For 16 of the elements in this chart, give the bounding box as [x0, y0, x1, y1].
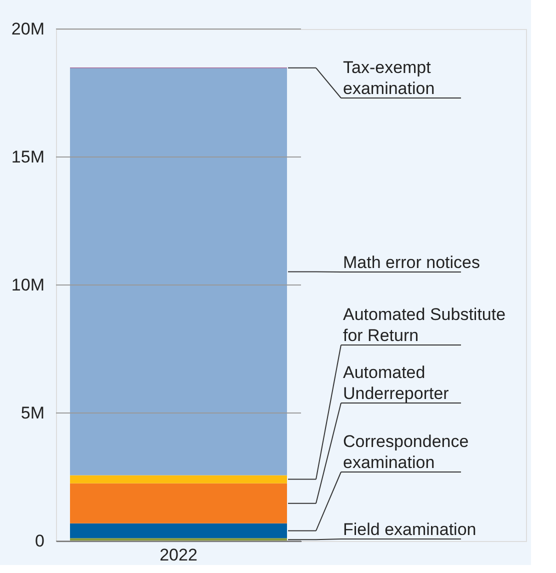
bar — [70, 523, 287, 538]
bar — [70, 483, 287, 524]
text: Automated Substitute for Return — [343, 305, 506, 345]
text: Automated Underreporter — [343, 363, 450, 403]
y-tick-label: 10M — [11, 276, 44, 294]
y-tick-label: 5M — [20, 404, 44, 422]
y-tick-label: 0 — [35, 532, 44, 550]
text: Field examination — [343, 520, 476, 539]
bar — [70, 68, 287, 476]
bar — [70, 475, 287, 484]
text: Correspondence examination — [343, 432, 469, 472]
text: Tax-exempt examination — [343, 58, 435, 98]
y-tick-label: 15M — [11, 148, 44, 166]
text: Math error notices — [343, 253, 480, 272]
x-tick-label: 2022 — [160, 546, 198, 564]
y-tick-label: 20M — [11, 20, 44, 38]
